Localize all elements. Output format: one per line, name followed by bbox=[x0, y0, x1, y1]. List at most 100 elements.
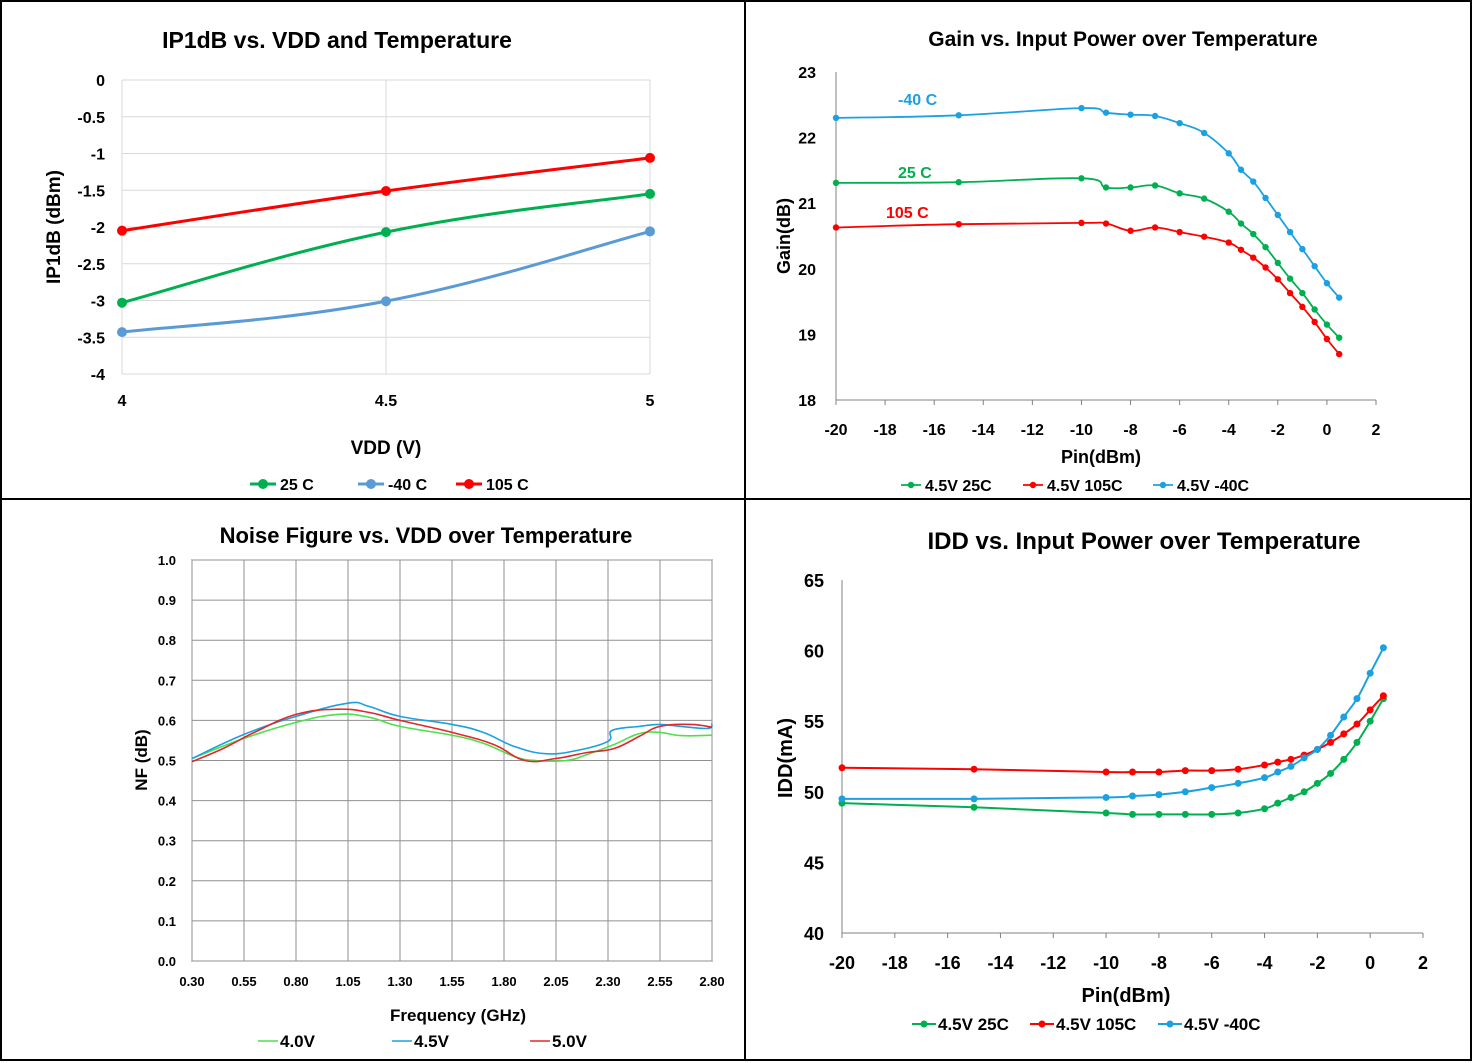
y-axis-title: NF (dB) bbox=[132, 729, 151, 790]
data-point bbox=[1127, 227, 1134, 234]
data-point bbox=[1127, 111, 1134, 118]
x-tick-label: 0.80 bbox=[283, 974, 308, 989]
data-point bbox=[1261, 774, 1269, 782]
legend-marker bbox=[920, 1020, 928, 1028]
data-point bbox=[1129, 792, 1136, 800]
data-point bbox=[1225, 150, 1232, 157]
data-point bbox=[1234, 779, 1242, 787]
data-point bbox=[955, 220, 962, 228]
legend-marker bbox=[366, 479, 376, 489]
x-tick-label: 1.80 bbox=[491, 974, 516, 989]
data-point bbox=[1078, 175, 1085, 182]
data-point bbox=[1274, 758, 1282, 766]
data-point bbox=[1102, 793, 1110, 801]
data-point bbox=[1300, 788, 1308, 796]
data-point bbox=[645, 152, 655, 163]
data-point bbox=[1313, 779, 1321, 787]
data-point bbox=[1208, 784, 1216, 792]
data-point bbox=[1366, 717, 1374, 725]
data-point bbox=[1313, 745, 1321, 753]
data-point bbox=[1181, 767, 1189, 775]
data-point bbox=[1078, 219, 1085, 227]
data-point bbox=[1250, 230, 1257, 238]
legend-label: 105 C bbox=[486, 477, 529, 494]
series-line bbox=[835, 221, 1340, 355]
x-tick-label: 0 bbox=[1365, 953, 1375, 973]
y-tick-label: 0.1 bbox=[158, 914, 176, 929]
legend-marker bbox=[464, 479, 474, 489]
data-point bbox=[381, 296, 391, 307]
legend-marker bbox=[1159, 481, 1167, 489]
x-tick-label: 2.30 bbox=[595, 974, 620, 989]
y-tick-label: 23 bbox=[798, 65, 816, 82]
x-tick-label: -2 bbox=[1309, 953, 1325, 973]
data-point bbox=[1155, 768, 1163, 776]
data-point bbox=[970, 795, 978, 803]
x-tick-label: 2 bbox=[1372, 422, 1381, 439]
data-point bbox=[1102, 220, 1110, 227]
x-tick-label: 0.55 bbox=[231, 974, 256, 989]
noise-figure-chart: Noise Figure vs. VDD over Temperature 0.0… bbox=[132, 523, 725, 1051]
legend-marker bbox=[1166, 1020, 1174, 1028]
data-point bbox=[1274, 768, 1282, 776]
legend-label: 4.5V 25C bbox=[938, 1015, 1009, 1034]
data-point bbox=[1327, 731, 1335, 739]
data-point bbox=[1155, 810, 1163, 818]
data-point bbox=[1151, 224, 1159, 231]
data-point bbox=[117, 297, 127, 308]
x-tick-label: -10 bbox=[1093, 953, 1119, 973]
data-point bbox=[1366, 669, 1374, 677]
data-point bbox=[1127, 184, 1134, 191]
data-point bbox=[1323, 280, 1331, 287]
data-point bbox=[838, 764, 846, 772]
data-point bbox=[1287, 793, 1295, 801]
legend-label: 4.5V -40C bbox=[1177, 478, 1249, 495]
x-tick-label: 2 bbox=[1418, 953, 1428, 973]
x-tick-label: -18 bbox=[882, 953, 908, 973]
chart-title: Noise Figure vs. VDD over Temperature bbox=[220, 523, 633, 548]
x-tick-label: 4.5 bbox=[375, 393, 397, 410]
y-tick-label: 60 bbox=[804, 642, 824, 662]
data-point bbox=[1208, 810, 1216, 818]
ip1db-chart: IP1dB vs. VDD and Temperature 0 -0.5 -1 -1.5… bbox=[44, 27, 655, 494]
series-line bbox=[835, 177, 1340, 339]
data-point bbox=[645, 226, 655, 237]
y-tick-label: 0.5 bbox=[158, 754, 176, 769]
x-tick-label: -8 bbox=[1151, 953, 1167, 973]
x-tick-label: -16 bbox=[935, 953, 961, 973]
data-point bbox=[1340, 730, 1348, 738]
y-tick-label: 21 bbox=[798, 196, 816, 213]
data-point bbox=[1286, 289, 1294, 297]
data-point bbox=[832, 224, 840, 231]
y-tick-label: 0.0 bbox=[158, 954, 176, 969]
data-point bbox=[1102, 768, 1110, 776]
x-axis-title: Frequency (GHz) bbox=[390, 1006, 526, 1025]
x-tick-label: 2.05 bbox=[543, 974, 568, 989]
legend-marker bbox=[907, 481, 915, 489]
data-point bbox=[1262, 264, 1269, 271]
data-point bbox=[1200, 195, 1208, 202]
y-tick-label: 0.7 bbox=[158, 673, 176, 688]
legend-label: 25 C bbox=[280, 477, 314, 494]
data-point bbox=[1262, 243, 1269, 251]
data-point bbox=[838, 795, 846, 803]
x-tick-label: 0.30 bbox=[179, 974, 204, 989]
data-point bbox=[1176, 190, 1183, 197]
y-tick-label: -4 bbox=[91, 367, 105, 384]
legend-label: 4.0V bbox=[280, 1032, 316, 1051]
x-tick-label: -18 bbox=[874, 422, 897, 439]
y-tick-label: -2 bbox=[91, 220, 105, 237]
data-point bbox=[1311, 318, 1318, 326]
y-tick-label: 0.8 bbox=[158, 633, 176, 648]
data-point bbox=[1379, 644, 1387, 652]
x-tick-label: -20 bbox=[829, 953, 855, 973]
legend-label: 4.5V 25C bbox=[925, 478, 992, 495]
data-point bbox=[970, 803, 978, 811]
data-point bbox=[1274, 276, 1282, 283]
y-tick-label: -3.5 bbox=[77, 330, 105, 347]
data-point bbox=[1261, 761, 1269, 769]
x-axis-title: Pin(dBm) bbox=[1082, 985, 1171, 1007]
gain-chart: Gain vs. Input Power over Temperature 18 1… bbox=[774, 28, 1381, 495]
data-point bbox=[1327, 738, 1335, 746]
